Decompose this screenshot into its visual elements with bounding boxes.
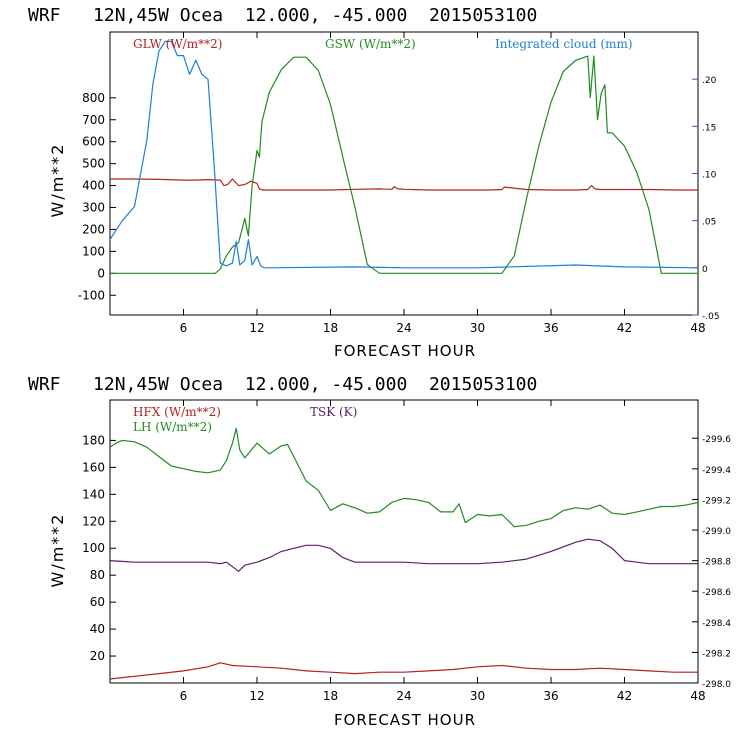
bottom-x-tick-label: 30 <box>470 689 485 703</box>
bottom-y-tick-label: 40 <box>90 622 105 636</box>
top-y-tick-label: 600 <box>82 135 105 149</box>
bottom-y-tick-label: 60 <box>90 595 105 609</box>
top-y-tick-label: 0 <box>97 266 105 280</box>
top-x-tick-label: 42 <box>617 321 632 335</box>
top-right-tick-label: -.05 <box>702 312 720 322</box>
bottom-x-tick-label: 48 <box>690 689 705 703</box>
top-y-tick-label: 100 <box>82 244 105 258</box>
top-x-tick-label: 48 <box>690 321 705 335</box>
top-right-tick-label: .15 <box>702 123 716 133</box>
bottom-y-ticks: 20 40 60 80 100 120 140 160 180 <box>82 433 116 663</box>
bottom-x-axis-label: FORECAST HOUR <box>334 711 476 729</box>
bottom-y-tick-label: 80 <box>90 568 105 582</box>
top-y-tick-label: 800 <box>82 91 105 105</box>
top-right-tick-label: .05 <box>702 218 716 228</box>
bottom-plot-frame <box>109 399 699 684</box>
legend-cloud: Integrated cloud (mm) <box>495 37 633 51</box>
bottom-panel: WRF 12N,45W Ocea 12.000, -45.000 2015053… <box>28 374 731 729</box>
bottom-y-tick-label: 180 <box>82 433 105 447</box>
bottom-x-tick-label: 6 <box>180 689 188 703</box>
top-x-tick-label: 18 <box>323 321 338 335</box>
bottom-series-line-1 <box>109 662 698 680</box>
top-y-tick-label: 400 <box>82 179 105 193</box>
bottom-series-line-3 <box>109 538 698 572</box>
top-x-axis-label: FORECAST HOUR <box>334 342 476 360</box>
top-x-tick-label: 6 <box>180 321 188 335</box>
top-y-tick-label: 700 <box>82 113 105 127</box>
top-panel: WRF 12N,45W Ocea 12.000, -45.000 2015053… <box>28 5 720 360</box>
top-y-tick-label: 300 <box>82 201 105 215</box>
top-right-ticks: -.05 0 .05 .10 .15 .20 <box>692 76 720 322</box>
bottom-series-group <box>109 427 699 680</box>
bottom-right-tick-label: -299.4 <box>702 466 731 476</box>
bottom-y-tick-label: 160 <box>82 460 105 474</box>
bottom-x-tick-label: 24 <box>396 689 411 703</box>
legend-hfx: HFX (W/m**2) <box>133 405 221 419</box>
legend-gsw: GSW (W/m**2) <box>325 37 416 51</box>
bottom-chart-title: WRF 12N,45W Ocea 12.000, -45.000 2015053… <box>28 374 537 395</box>
top-y-tick-label: 500 <box>82 157 105 171</box>
bottom-y-tick-label: 120 <box>82 514 105 528</box>
top-y-axis-label: W/m**2 <box>48 143 67 218</box>
top-x-tick-label: 30 <box>470 321 485 335</box>
bottom-x-ticks: 6 12 18 24 30 36 42 48 <box>180 400 706 703</box>
bottom-right-tick-label: -298.6 <box>702 588 731 598</box>
bottom-right-tick-label: -298.2 <box>702 649 731 659</box>
bottom-y-tick-label: 20 <box>90 649 105 663</box>
top-right-tick-label: 0 <box>702 265 708 275</box>
top-series-line-3 <box>109 40 699 269</box>
top-right-tick-label: .20 <box>702 76 717 86</box>
bottom-y-tick-label: 100 <box>82 541 105 555</box>
bottom-x-tick-label: 36 <box>543 689 558 703</box>
top-y-ticks: -100 0 100 200 300 400 500 600 700 800 <box>78 91 116 302</box>
bottom-y-tick-label: 140 <box>82 487 105 501</box>
top-x-ticks: 6 12 18 24 30 36 42 48 <box>180 32 706 335</box>
bottom-series-line-2 <box>109 427 699 528</box>
top-y-tick-label: -100 <box>78 288 105 302</box>
top-x-tick-label: 12 <box>249 321 264 335</box>
top-chart-title: WRF 12N,45W Ocea 12.000, -45.000 2015053… <box>28 5 537 26</box>
top-series-line-2 <box>110 55 698 274</box>
bottom-right-tick-label: -299.6 <box>702 435 731 445</box>
legend-glw: GLW (W/m**2) <box>133 37 222 51</box>
top-plot-frame <box>109 31 699 316</box>
bottom-right-tick-label: -299.2 <box>702 496 731 506</box>
bottom-right-tick-label: -298.4 <box>702 619 731 629</box>
legend-tsk: TSK (K) <box>310 405 357 419</box>
bottom-right-tick-label: -299.0 <box>702 527 731 537</box>
bottom-y-axis-label: W/m**2 <box>48 513 67 588</box>
legend-lh: LH (W/m**2) <box>133 420 212 434</box>
bottom-x-tick-label: 42 <box>617 689 632 703</box>
bottom-right-ticks: -298.0 -298.2 -298.4 -298.6 -298.8 -299.0 -299… <box>692 435 731 690</box>
bottom-right-tick-label: -298.8 <box>702 558 731 568</box>
top-x-tick-label: 36 <box>543 321 558 335</box>
bottom-x-tick-label: 12 <box>249 689 264 703</box>
bottom-right-tick-label: -298.0 <box>702 680 731 690</box>
bottom-x-tick-label: 18 <box>323 689 338 703</box>
top-right-tick-label: .10 <box>702 171 717 181</box>
top-x-tick-label: 24 <box>396 321 411 335</box>
top-series-line-1 <box>110 178 698 191</box>
top-series-group <box>109 40 699 274</box>
top-y-tick-label: 200 <box>82 222 105 236</box>
